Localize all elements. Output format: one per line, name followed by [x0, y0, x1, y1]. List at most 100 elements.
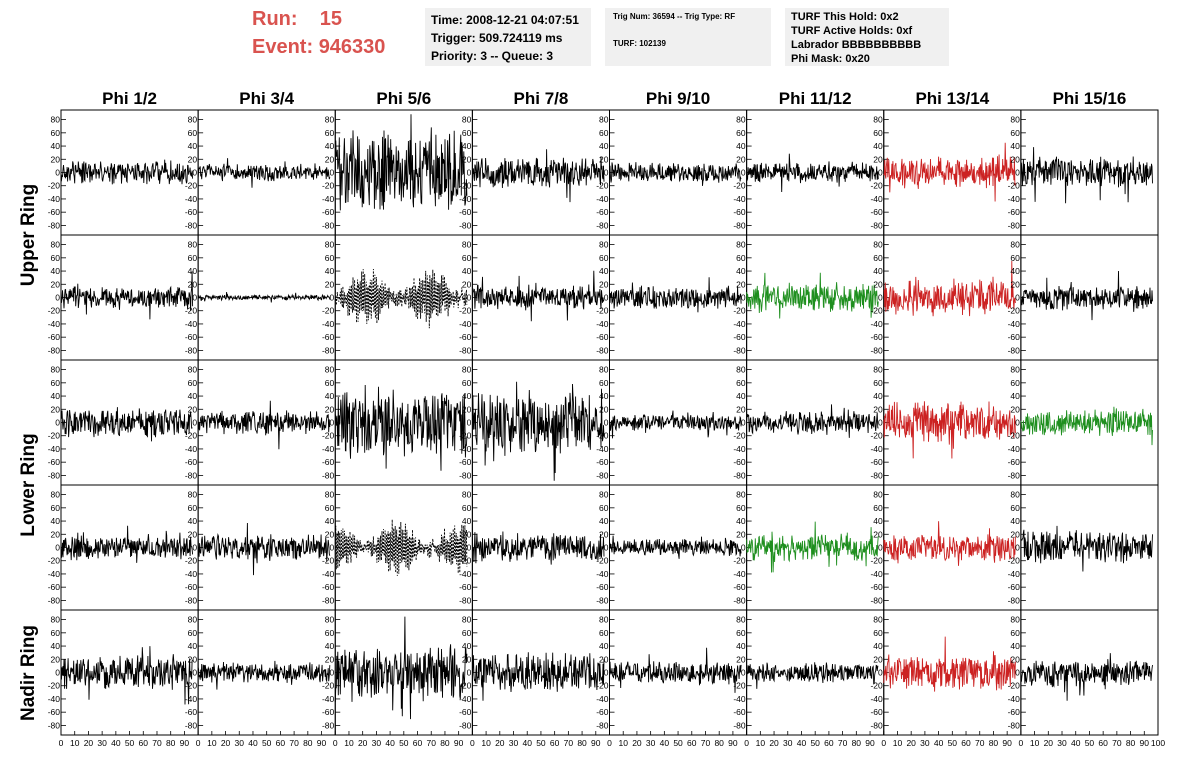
y-tick-label: -40 — [48, 694, 61, 704]
x-tick-label: 80 — [440, 738, 450, 748]
y-tick-label: 80 — [599, 615, 609, 625]
waveform-trace — [471, 531, 605, 565]
y-tick-label: -80 — [185, 595, 198, 605]
y-tick-label: 0 — [192, 543, 197, 553]
x-tick-label: 10 — [481, 738, 491, 748]
waveform-trace — [883, 401, 1016, 459]
y-tick-label: 80 — [462, 365, 472, 375]
waveform-trace — [334, 268, 468, 329]
y-tick-label: 40 — [188, 141, 198, 151]
y-tick-label: -40 — [459, 694, 472, 704]
y-tick-label: 20 — [462, 654, 472, 664]
turf-info-panel: TURF This Hold: 0x2 TURF Active Holds: 0… — [785, 8, 949, 66]
y-tick-label: 40 — [873, 141, 883, 151]
x-tick-label: 0 — [470, 738, 475, 748]
y-tick-label: -60 — [185, 332, 198, 342]
x-tick-label: 80 — [577, 738, 587, 748]
y-tick-label: 60 — [873, 378, 883, 388]
y-tick-label: -20 — [870, 556, 883, 566]
y-tick-label: -60 — [322, 707, 335, 717]
y-tick-label: -20 — [185, 431, 198, 441]
y-tick-label: -40 — [185, 444, 198, 454]
x-tick-label: 90 — [317, 738, 327, 748]
y-tick-label: -60 — [322, 457, 335, 467]
y-tick-label: 20 — [325, 404, 335, 414]
y-tick-label: -40 — [1008, 194, 1021, 204]
y-tick-label: 20 — [1010, 154, 1020, 164]
waveform-trace — [1020, 147, 1153, 204]
y-tick-label: -40 — [870, 194, 883, 204]
y-tick-label: -60 — [1008, 207, 1021, 217]
y-tick-label: -40 — [596, 569, 609, 579]
waveform-trace — [334, 519, 468, 576]
y-tick-label: -80 — [48, 720, 61, 730]
y-tick-label: 80 — [736, 115, 746, 125]
labrador-text: Labrador BBBBBBBBBB — [791, 39, 922, 51]
y-tick-label: -40 — [596, 319, 609, 329]
y-tick-label: 0 — [55, 418, 60, 428]
y-tick-label: 20 — [736, 654, 746, 664]
x-tick-label: 60 — [687, 738, 697, 748]
y-tick-label: -80 — [322, 345, 335, 355]
y-tick-label: -60 — [185, 457, 198, 467]
y-tick-label: -20 — [596, 681, 609, 691]
y-tick-label: 60 — [736, 503, 746, 513]
waveform-trace — [609, 277, 742, 313]
y-tick-label: -40 — [870, 319, 883, 329]
y-tick-label: 20 — [188, 154, 198, 164]
y-tick-label: 80 — [873, 240, 883, 250]
x-tick-label: 70 — [289, 738, 299, 748]
y-tick-label: 0 — [1015, 168, 1020, 178]
waveform-trace — [746, 153, 879, 193]
x-tick-label: 90 — [1140, 738, 1150, 748]
y-tick-label: -80 — [733, 595, 746, 605]
waveform-trace — [60, 525, 194, 563]
y-tick-label: -80 — [1008, 470, 1021, 480]
y-tick-label: 80 — [873, 365, 883, 375]
y-tick-label: 60 — [462, 378, 472, 388]
x-tick-label: 60 — [824, 738, 834, 748]
time-text: Time: 2008-12-21 04:07:51 — [431, 13, 579, 27]
y-tick-label: 40 — [873, 391, 883, 401]
y-tick-label: -80 — [1008, 595, 1021, 605]
y-tick-label: -80 — [1008, 720, 1021, 730]
y-tick-label: 60 — [462, 503, 472, 513]
x-tick-label: 30 — [372, 738, 382, 748]
y-tick-label: -80 — [596, 345, 609, 355]
y-tick-label: -60 — [48, 707, 61, 717]
waveform-trace — [471, 381, 605, 481]
y-tick-label: 20 — [599, 279, 609, 289]
y-tick-label: -60 — [459, 207, 472, 217]
y-tick-label: -20 — [185, 681, 198, 691]
x-tick-label: 80 — [852, 738, 862, 748]
y-tick-label: 80 — [1010, 365, 1020, 375]
y-tick-label: 40 — [599, 516, 609, 526]
y-tick-label: 40 — [736, 141, 746, 151]
x-tick-label: 60 — [961, 738, 971, 748]
y-tick-label: -80 — [322, 720, 335, 730]
y-tick-label: 0 — [467, 293, 472, 303]
y-tick-label: 40 — [325, 266, 335, 276]
x-tick-label: 50 — [262, 738, 272, 748]
y-tick-label: -80 — [596, 220, 609, 230]
y-tick-label: -80 — [596, 595, 609, 605]
x-tick-label: 0 — [744, 738, 749, 748]
y-tick-label: -20 — [459, 681, 472, 691]
y-tick-label: 20 — [599, 154, 609, 164]
x-tick-label: 40 — [934, 738, 944, 748]
waveform-trace — [334, 114, 468, 211]
y-tick-label: 20 — [462, 404, 472, 414]
y-tick-label: -20 — [1008, 431, 1021, 441]
y-tick-label: 0 — [741, 418, 746, 428]
y-tick-label: -60 — [596, 332, 609, 342]
y-tick-label: 40 — [599, 266, 609, 276]
y-tick-label: -80 — [322, 470, 335, 480]
y-tick-label: 20 — [599, 529, 609, 539]
x-tick-label: 20 — [84, 738, 94, 748]
waveform-trace — [609, 535, 742, 559]
y-tick-label: -20 — [596, 306, 609, 316]
y-tick-label: 40 — [51, 266, 61, 276]
waveform-trace — [60, 407, 193, 442]
y-tick-label: -80 — [870, 220, 883, 230]
